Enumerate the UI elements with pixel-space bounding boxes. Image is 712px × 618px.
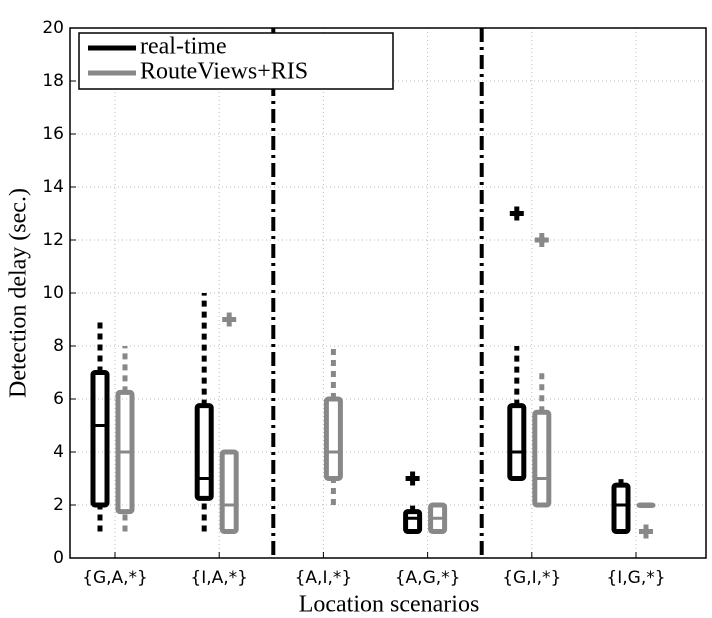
outlier [222,312,237,327]
y-tick-label: 0 [53,548,64,568]
x-tick-label: {I,G,*} [606,568,665,588]
outlier [509,206,524,221]
legend-box [78,32,394,90]
y-tick-label: 20 [42,18,64,38]
x-tick-label: {A,G,*} [395,568,461,588]
x-tick-label: {G,I,*} [502,568,561,588]
box [507,403,527,481]
x-tick-label: {I,A,*} [190,568,248,588]
y-tick-label: 8 [53,336,64,356]
outlier [405,471,420,486]
legend-label: RouteViews+RIS [140,59,308,85]
x-axis-label: Location scenarios [299,592,480,618]
box [194,403,214,501]
y-tick-label: 12 [42,230,64,250]
box [611,482,631,534]
outlier [639,524,653,539]
box [403,509,423,534]
outlier [534,233,549,247]
y-tick-label: 16 [42,124,64,144]
y-tick-label: 4 [53,442,64,462]
x-tick-label: {A,I,*} [295,568,353,588]
y-tick-label: 18 [42,71,64,91]
box [90,370,110,508]
legend-label: real-time [140,34,227,60]
y-tick-label: 6 [53,389,64,409]
box [323,396,343,481]
box [219,449,239,534]
plot-frame [69,27,707,559]
y-tick-label: 10 [42,283,64,303]
x-tick-label: {G,A,*} [82,568,148,588]
y-tick-label: 2 [53,495,64,515]
y-axis-label: Detection delay (sec.) [6,188,32,398]
y-tick-label: 14 [42,177,64,197]
box [532,409,552,508]
